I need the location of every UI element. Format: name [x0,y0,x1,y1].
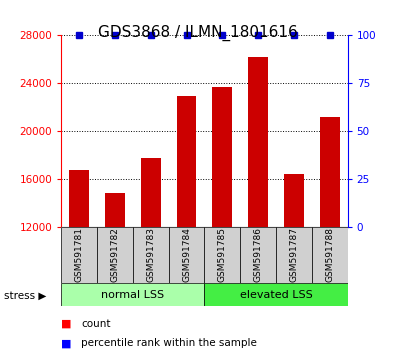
Bar [169,227,205,283]
Bar [312,227,348,283]
Text: elevated LSS: elevated LSS [240,290,312,300]
Bar [320,116,340,354]
Text: ■: ■ [61,338,72,348]
Text: percentile rank within the sample: percentile rank within the sample [81,338,257,348]
Text: GSM591787: GSM591787 [290,227,298,282]
Bar [105,193,125,354]
Text: GSM591782: GSM591782 [111,227,119,282]
Text: GSM591784: GSM591784 [182,227,191,282]
Text: GSM591783: GSM591783 [146,227,155,282]
Text: GDS3868 / ILMN_1801616: GDS3868 / ILMN_1801616 [98,25,297,41]
Text: GSM591786: GSM591786 [254,227,263,282]
Bar [61,227,97,283]
Text: GSM591785: GSM591785 [218,227,227,282]
Text: GSM591788: GSM591788 [325,227,334,282]
Bar [61,283,205,306]
Bar [205,227,240,283]
Text: count: count [81,319,111,329]
Bar [205,283,348,306]
Bar [276,227,312,283]
Text: ■: ■ [61,319,72,329]
Text: normal LSS: normal LSS [101,290,164,300]
Bar [69,170,89,354]
Bar [133,227,169,283]
Bar [248,57,268,354]
Bar [240,227,276,283]
Text: stress ▶: stress ▶ [4,291,46,301]
Text: GSM591781: GSM591781 [75,227,84,282]
Bar [213,87,232,354]
Bar [141,159,160,354]
Bar [97,227,133,283]
Bar [177,96,196,354]
Bar [284,174,304,354]
